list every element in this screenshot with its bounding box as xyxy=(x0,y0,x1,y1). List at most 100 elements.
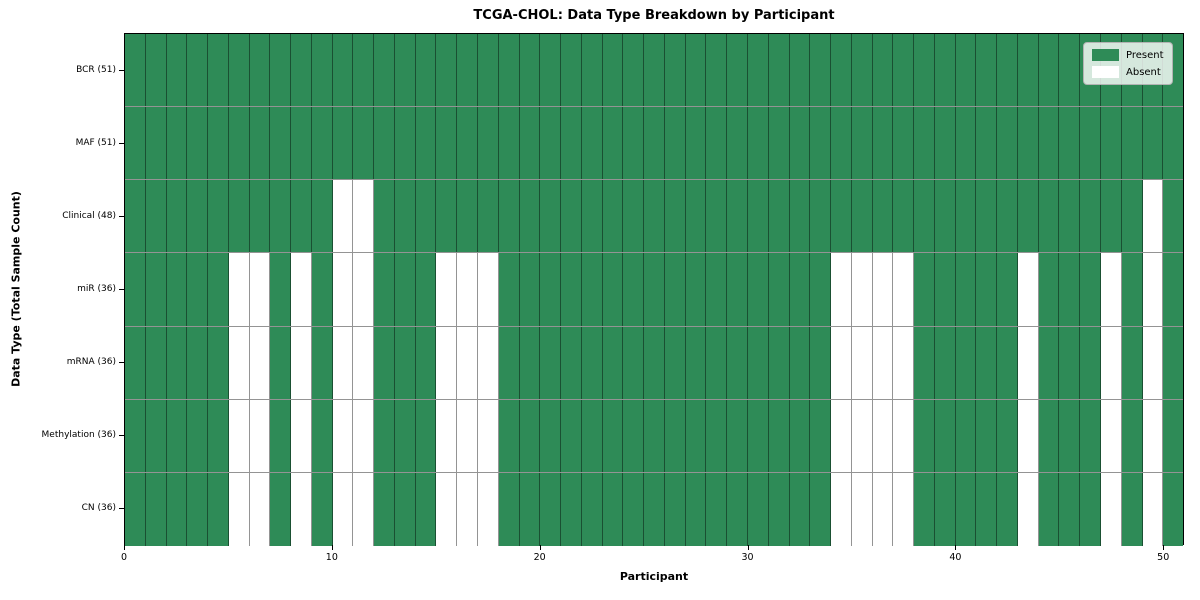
grid-cell xyxy=(311,472,333,546)
grid-cell xyxy=(1100,180,1122,253)
grid-cell xyxy=(955,399,977,472)
grid-cell xyxy=(914,472,935,546)
grid-cell xyxy=(519,34,541,107)
grid-cell xyxy=(976,253,998,326)
grid-cell xyxy=(332,472,354,546)
grid-cell xyxy=(415,399,437,472)
grid-cell xyxy=(166,107,188,180)
grid-cell xyxy=(810,326,832,399)
grid-cell xyxy=(685,180,707,253)
grid-cell xyxy=(789,34,811,107)
grid-cell xyxy=(498,253,520,326)
grid-cell xyxy=(436,326,458,399)
grid-cell xyxy=(1100,253,1122,326)
grid-cell xyxy=(394,253,416,326)
y-tick-mark xyxy=(119,508,124,510)
grid-cell xyxy=(457,180,479,253)
y-tick-label: mRNA (36) xyxy=(66,357,116,368)
grid-cell xyxy=(415,326,437,399)
grid-cell xyxy=(1038,472,1060,546)
grid-cell xyxy=(1163,472,1184,546)
grid-cell xyxy=(166,34,188,107)
grid-cell xyxy=(1059,399,1081,472)
grid-cell xyxy=(519,253,541,326)
grid-cell xyxy=(270,326,292,399)
grid-cell xyxy=(394,107,416,180)
grid-cell xyxy=(914,34,935,107)
grid-cell xyxy=(768,472,790,546)
grid-cell xyxy=(727,180,748,253)
grid-cell xyxy=(623,34,645,107)
grid-cell xyxy=(291,107,312,180)
grid-cell xyxy=(291,472,312,546)
grid-cell xyxy=(1017,34,1039,107)
grid-cell xyxy=(789,180,811,253)
grid-cell xyxy=(1163,326,1184,399)
grid-cell xyxy=(498,326,520,399)
grid-cell xyxy=(789,472,811,546)
grid-cell xyxy=(1038,253,1060,326)
grid-cell xyxy=(125,107,146,180)
grid-cell xyxy=(1080,107,1101,180)
grid-cell xyxy=(353,180,375,253)
grid-cell xyxy=(1080,326,1101,399)
grid-cell xyxy=(1080,472,1101,546)
grid-cell xyxy=(727,253,748,326)
grid-cell xyxy=(581,180,603,253)
grid-cell xyxy=(1059,34,1081,107)
grid-cell xyxy=(810,34,832,107)
legend-item: Present xyxy=(1092,49,1164,61)
grid-cell xyxy=(623,253,645,326)
grid-cell xyxy=(415,34,437,107)
grid-cell xyxy=(851,399,873,472)
grid-cell xyxy=(374,253,395,326)
grid-cell xyxy=(914,399,935,472)
grid-row xyxy=(125,107,1184,181)
grid-row xyxy=(125,180,1184,254)
grid-cell xyxy=(893,399,915,472)
grid-cell xyxy=(208,34,229,107)
grid-cell xyxy=(851,34,873,107)
grid-cell xyxy=(1163,107,1184,180)
grid-cell xyxy=(893,180,915,253)
x-tick-label: 30 xyxy=(741,552,754,563)
grid-cell xyxy=(436,34,458,107)
grid-cell xyxy=(706,399,728,472)
grid-cell xyxy=(249,180,271,253)
grid-cell xyxy=(374,34,395,107)
y-tick-mark xyxy=(119,289,124,290)
grid-cell xyxy=(602,107,624,180)
grid-cell xyxy=(228,326,250,399)
grid-cell xyxy=(685,253,707,326)
grid-cell xyxy=(1080,180,1101,253)
grid-cell xyxy=(976,326,998,399)
grid-cell xyxy=(478,180,499,253)
grid-cell xyxy=(374,399,395,472)
grid-cell xyxy=(831,472,852,546)
grid-cell xyxy=(934,399,956,472)
grid-cell xyxy=(747,326,769,399)
grid-cell xyxy=(374,180,395,253)
grid-cell xyxy=(685,107,707,180)
grid-cell xyxy=(311,34,333,107)
grid-cell xyxy=(1121,107,1143,180)
grid-cell xyxy=(270,472,292,546)
grid-cell xyxy=(291,180,312,253)
grid-cell xyxy=(685,399,707,472)
grid-cell xyxy=(540,399,562,472)
grid-cell xyxy=(457,399,479,472)
grid-cell xyxy=(1142,107,1164,180)
grid-cell xyxy=(540,472,562,546)
grid-cell xyxy=(478,472,499,546)
grid-cell xyxy=(561,472,582,546)
grid-cell xyxy=(747,180,769,253)
chart-title: TCGA-CHOL: Data Type Breakdown by Partic… xyxy=(473,8,835,23)
grid-cell xyxy=(228,34,250,107)
grid-cell xyxy=(249,253,271,326)
grid-cell xyxy=(602,253,624,326)
grid-cell xyxy=(311,107,333,180)
grid-cell xyxy=(519,326,541,399)
grid-cell xyxy=(208,399,229,472)
grid-cell xyxy=(685,34,707,107)
